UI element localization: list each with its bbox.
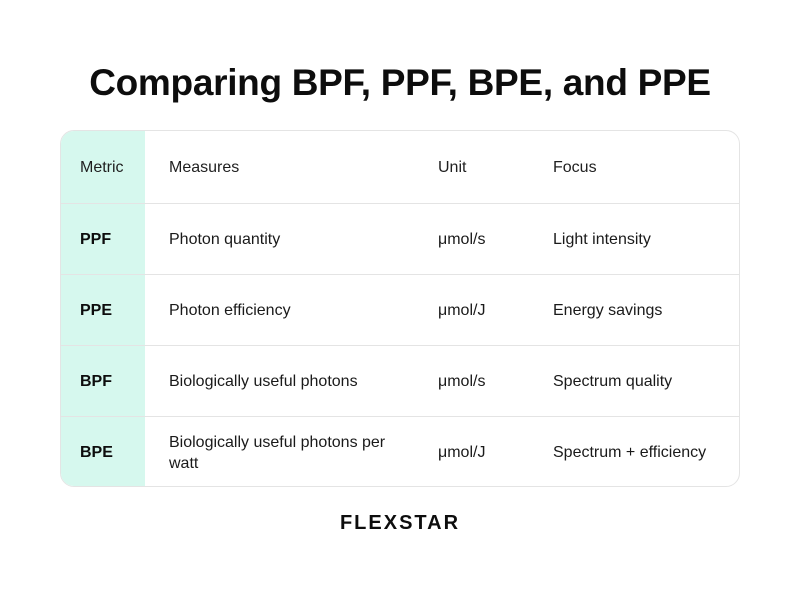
unit-cell: μmol/s xyxy=(438,230,486,248)
metric-cell: BPE xyxy=(80,444,113,461)
measures-cell: Photon quantity xyxy=(169,230,281,248)
metric-column-highlight xyxy=(61,131,145,486)
table-row: BPE Biologically useful photons per watt… xyxy=(61,416,739,486)
unit-cell: μmol/J xyxy=(438,444,486,461)
metric-cell: PPF xyxy=(80,230,112,248)
table-header-row: Metric Measures Unit Focus xyxy=(61,131,739,203)
metric-cell: BPF xyxy=(80,372,112,390)
page-title: Comparing BPF, PPF, BPE, and PPE xyxy=(89,62,711,103)
header-unit: Unit xyxy=(438,158,467,176)
metric-cell: PPE xyxy=(80,301,113,319)
measures-cell: Biologically useful photons xyxy=(169,372,358,390)
table-row: BPF Biologically useful photons μmol/s S… xyxy=(61,345,739,416)
unit-cell: μmol/J xyxy=(438,301,486,319)
table-row: PPE Photon efficiency μmol/J Energy savi… xyxy=(61,274,739,345)
unit-cell: μmol/s xyxy=(438,372,486,390)
comparison-table: Metric Measures Unit Focus PPF Photon qu… xyxy=(60,130,740,487)
header-focus: Focus xyxy=(553,158,597,176)
measures-cell: Biologically useful photons per watt xyxy=(169,433,386,472)
brand-logo: FLEXSTAR xyxy=(339,512,461,534)
focus-cell: Spectrum + efficiency xyxy=(553,444,707,461)
table-row: PPF Photon quantity μmol/s Light intensi… xyxy=(61,203,739,274)
focus-cell: Spectrum quality xyxy=(553,372,673,390)
focus-cell: Energy savings xyxy=(553,301,663,319)
header-measures: Measures xyxy=(169,158,240,176)
measures-cell: Photon efficiency xyxy=(169,301,291,319)
header-metric: Metric xyxy=(80,158,124,176)
focus-cell: Light intensity xyxy=(553,230,651,248)
